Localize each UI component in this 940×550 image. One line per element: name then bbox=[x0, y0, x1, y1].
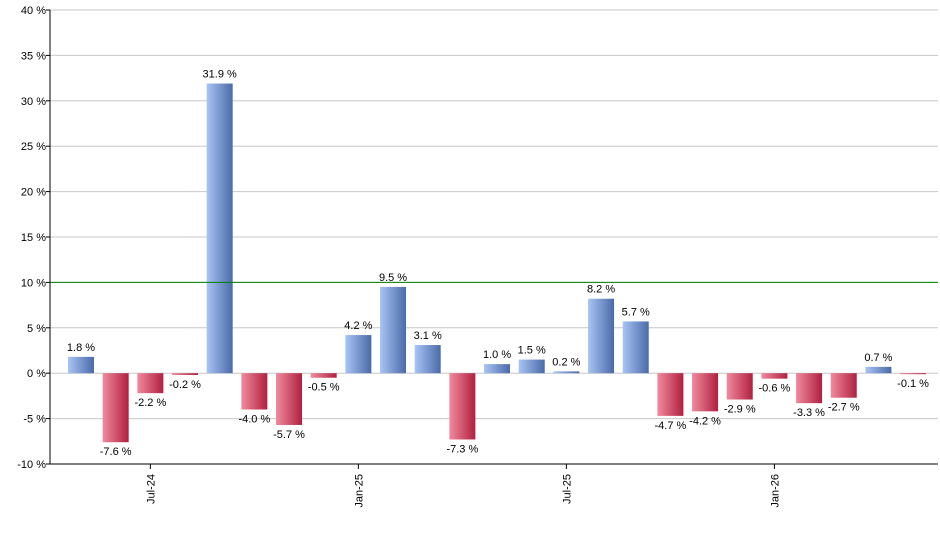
y-axis-ticks: 40 % 35 % 30 % 25 % 20 % 15 % 10 % 5 % 0 % -5 % -1… bbox=[17, 5, 50, 471]
y-tick-label: 15 % bbox=[21, 232, 46, 244]
data-label: -0.5 % bbox=[308, 382, 340, 394]
bar bbox=[137, 373, 164, 394]
bar bbox=[68, 356, 94, 374]
data-label: -7.3 % bbox=[446, 443, 478, 455]
bar bbox=[518, 359, 545, 374]
bar bbox=[310, 373, 337, 378]
data-label: 0.2 % bbox=[552, 356, 580, 368]
data-label: 1.5 % bbox=[518, 345, 546, 357]
data-label: -2.2 % bbox=[134, 397, 166, 409]
data-label: -3.3 % bbox=[793, 407, 825, 419]
bar bbox=[796, 373, 823, 404]
y-tick-label: 20 % bbox=[21, 187, 46, 199]
bar bbox=[276, 373, 303, 425]
bar bbox=[345, 335, 372, 374]
y-tick-label: -10 % bbox=[17, 459, 46, 471]
x-tick-label: Jul-24 bbox=[145, 474, 157, 504]
x-tick-label: Jan-26 bbox=[769, 474, 781, 508]
data-label: -4.0 % bbox=[238, 414, 270, 426]
data-label: -2.9 % bbox=[724, 404, 756, 416]
bar bbox=[241, 373, 268, 410]
y-tick-label: 35 % bbox=[21, 50, 46, 62]
bar bbox=[172, 373, 199, 376]
y-tick-label: 0 % bbox=[27, 368, 46, 380]
bar bbox=[657, 373, 684, 416]
bar bbox=[380, 286, 407, 374]
data-label: -2.7 % bbox=[828, 402, 860, 414]
bar bbox=[484, 364, 511, 374]
data-label: 0.7 % bbox=[864, 352, 892, 364]
bar bbox=[588, 298, 615, 374]
bar bbox=[622, 321, 649, 374]
data-label: 5.7 % bbox=[622, 306, 650, 318]
y-tick-label: 25 % bbox=[21, 141, 46, 153]
bar bbox=[761, 373, 788, 379]
bar bbox=[553, 371, 580, 374]
bar bbox=[830, 373, 857, 398]
bar bbox=[900, 373, 927, 375]
bar bbox=[206, 83, 233, 374]
data-label: 31.9 % bbox=[203, 69, 237, 81]
bar bbox=[692, 373, 719, 412]
bar bbox=[865, 366, 892, 374]
data-label: -4.7 % bbox=[654, 420, 686, 432]
data-label: -0.6 % bbox=[759, 383, 791, 395]
data-label: 4.2 % bbox=[344, 320, 372, 332]
data-labels: 1.8 % -7.6 % -2.2 %-0.2 % 31.9 % -4.0 %-5.7 … bbox=[67, 69, 929, 459]
data-label: 1.0 % bbox=[483, 349, 511, 361]
data-label: 9.5 % bbox=[379, 272, 407, 284]
data-label: 3.1 % bbox=[414, 330, 442, 342]
y-tick-label: 30 % bbox=[21, 96, 46, 108]
axes bbox=[49, 10, 938, 465]
data-label: 8.2 % bbox=[587, 284, 615, 296]
data-label: -4.2 % bbox=[689, 415, 721, 427]
y-tick-label: -5 % bbox=[23, 414, 46, 426]
data-label: -0.2 % bbox=[169, 379, 201, 391]
bars bbox=[68, 83, 927, 443]
data-label: -5.7 % bbox=[273, 429, 305, 441]
x-tick-label: Jul-25 bbox=[561, 474, 573, 504]
y-tick-label: 5 % bbox=[27, 323, 46, 335]
y-tick-label: 40 % bbox=[21, 5, 46, 17]
data-label: -7.6 % bbox=[100, 446, 132, 458]
y-tick-label: 10 % bbox=[21, 277, 46, 289]
x-tick-label: Jan-25 bbox=[353, 474, 365, 508]
data-label: 1.8 % bbox=[67, 342, 95, 354]
data-label: -0.1 % bbox=[897, 378, 929, 390]
bar bbox=[449, 373, 476, 440]
x-axis-ticks: Jul-24 Jan-25 Jul-25 Jan-26 bbox=[145, 464, 781, 508]
bar bbox=[726, 373, 753, 400]
bar bbox=[414, 345, 441, 374]
bar bbox=[102, 373, 129, 443]
